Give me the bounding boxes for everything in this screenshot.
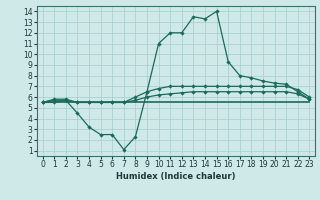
X-axis label: Humidex (Indice chaleur): Humidex (Indice chaleur) [116,172,236,181]
